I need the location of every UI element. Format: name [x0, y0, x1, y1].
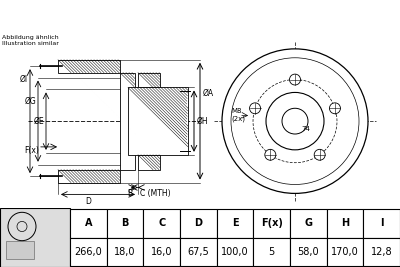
- Bar: [6, 241, 34, 259]
- Text: F(x): F(x): [261, 218, 283, 229]
- Text: M8
(2x): M8 (2x): [231, 108, 245, 122]
- Text: Abbildung ähnlich
Illustration similar: Abbildung ähnlich Illustration similar: [2, 35, 59, 46]
- Text: 18,0: 18,0: [114, 247, 136, 257]
- Text: 74: 74: [301, 126, 310, 132]
- Text: 12,8: 12,8: [371, 247, 392, 257]
- Text: 58,0: 58,0: [298, 247, 319, 257]
- Text: ØE: ØE: [33, 117, 44, 126]
- Bar: [180, 209, 217, 238]
- Circle shape: [266, 92, 324, 150]
- Text: C: C: [158, 218, 165, 229]
- Bar: [327, 238, 363, 266]
- Bar: [70, 209, 107, 238]
- Text: 24.0118-0159.1    418159: 24.0118-0159.1 418159: [86, 9, 314, 23]
- Text: ØH: ØH: [197, 117, 209, 126]
- Bar: [128, 88, 188, 155]
- Text: I: I: [380, 218, 384, 229]
- Circle shape: [17, 221, 27, 231]
- Text: ØA: ØA: [203, 89, 214, 98]
- Circle shape: [282, 108, 308, 134]
- Bar: [253, 209, 290, 238]
- Text: ATE: ATE: [282, 87, 328, 106]
- Bar: [58, 60, 120, 73]
- Circle shape: [8, 212, 36, 241]
- Bar: [138, 155, 160, 170]
- Text: D: D: [194, 218, 202, 229]
- Circle shape: [231, 58, 359, 184]
- Bar: [363, 209, 400, 238]
- Bar: [217, 209, 253, 238]
- Text: F(x): F(x): [24, 146, 39, 155]
- Circle shape: [250, 103, 260, 114]
- Circle shape: [265, 149, 276, 160]
- Bar: [290, 238, 327, 266]
- Text: G: G: [304, 218, 312, 229]
- Text: E: E: [232, 218, 238, 229]
- Bar: [143, 209, 180, 238]
- Text: 16,0: 16,0: [151, 247, 172, 257]
- Text: ØI: ØI: [20, 75, 28, 84]
- Text: 170,0: 170,0: [331, 247, 359, 257]
- Bar: [290, 209, 327, 238]
- Text: B: B: [121, 218, 129, 229]
- Bar: [253, 238, 290, 266]
- Circle shape: [290, 74, 300, 85]
- Text: C (MTH): C (MTH): [140, 190, 171, 198]
- Bar: [143, 238, 180, 266]
- Bar: [107, 238, 143, 266]
- Text: B: B: [128, 190, 132, 198]
- Bar: [70, 238, 107, 266]
- Text: 5: 5: [268, 247, 275, 257]
- Text: ØG: ØG: [24, 97, 36, 106]
- Circle shape: [222, 49, 368, 193]
- Bar: [58, 170, 120, 183]
- Text: 266,0: 266,0: [74, 247, 102, 257]
- Bar: [120, 73, 135, 170]
- Circle shape: [314, 149, 325, 160]
- Bar: [0, 208, 70, 267]
- Text: H: H: [341, 218, 349, 229]
- Bar: [363, 238, 400, 266]
- Text: A: A: [84, 218, 92, 229]
- Text: 100,0: 100,0: [221, 247, 249, 257]
- Text: 67,5: 67,5: [188, 247, 209, 257]
- Bar: [327, 209, 363, 238]
- Bar: [138, 73, 160, 88]
- Bar: [180, 238, 217, 266]
- Text: D: D: [85, 197, 91, 206]
- Bar: [217, 238, 253, 266]
- Circle shape: [330, 103, 340, 114]
- Bar: [107, 209, 143, 238]
